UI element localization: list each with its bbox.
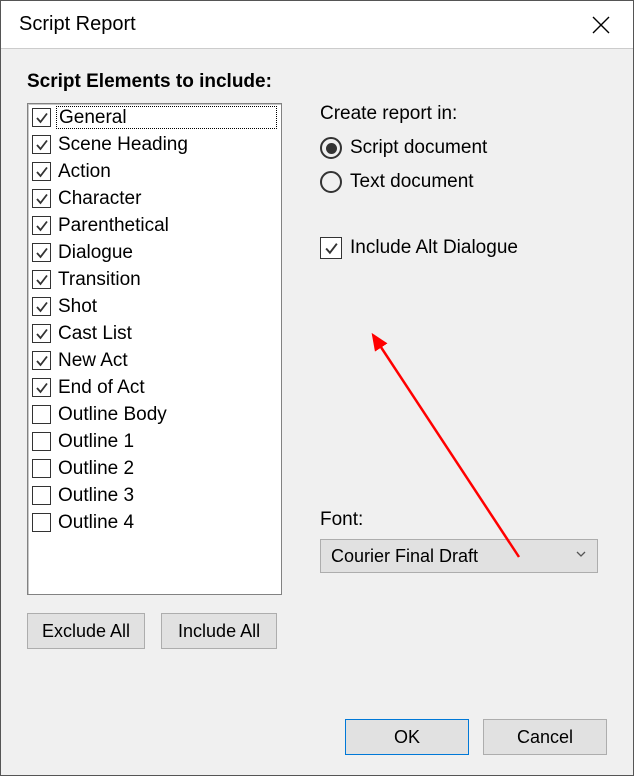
list-item[interactable]: End of Act	[28, 374, 281, 401]
list-item-label: General	[56, 106, 277, 129]
radio-option[interactable]: Text document	[320, 171, 607, 193]
list-item[interactable]: Parenthetical	[28, 212, 281, 239]
list-item-checkbox[interactable]	[32, 513, 51, 532]
radio-label: Script document	[350, 137, 487, 159]
list-item[interactable]: Scene Heading	[28, 131, 281, 158]
list-item[interactable]: Outline 1	[28, 428, 281, 455]
list-item-label: Scene Heading	[56, 134, 277, 155]
list-item-label: Cast List	[56, 323, 277, 344]
list-item-checkbox[interactable]	[32, 108, 51, 127]
dialog-window: Script Report Script Elements to include…	[0, 0, 634, 776]
list-item[interactable]: Dialogue	[28, 239, 281, 266]
font-selected-value: Courier Final Draft	[331, 546, 478, 567]
list-item[interactable]: Transition	[28, 266, 281, 293]
list-item-label: Outline 1	[56, 431, 277, 452]
ok-button[interactable]: OK	[345, 719, 469, 755]
list-item-label: Dialogue	[56, 242, 277, 263]
list-item[interactable]: Action	[28, 158, 281, 185]
list-item-checkbox[interactable]	[32, 270, 51, 289]
list-item-checkbox[interactable]	[32, 459, 51, 478]
list-item-checkbox[interactable]	[32, 486, 51, 505]
list-item-label: New Act	[56, 350, 277, 371]
include-alt-label: Include Alt Dialogue	[350, 237, 518, 259]
footer-buttons: OK Cancel	[345, 719, 607, 755]
list-item[interactable]: Outline 4	[28, 509, 281, 536]
left-column: General Scene Heading Action Character Paren…	[27, 103, 282, 649]
list-item-checkbox[interactable]	[32, 189, 51, 208]
report-format-heading: Create report in:	[320, 103, 607, 125]
list-item-checkbox[interactable]	[32, 135, 51, 154]
close-button[interactable]	[583, 7, 619, 43]
close-icon	[592, 16, 610, 34]
list-item-label: Character	[56, 188, 277, 209]
list-item-checkbox[interactable]	[32, 405, 51, 424]
include-alt-row[interactable]: Include Alt Dialogue	[320, 237, 607, 259]
window-title: Script Report	[19, 13, 136, 36]
cancel-button[interactable]: Cancel	[483, 719, 607, 755]
list-item-checkbox[interactable]	[32, 432, 51, 451]
list-item-label: End of Act	[56, 377, 277, 398]
list-item-checkbox[interactable]	[32, 162, 51, 181]
dialog-content: Script Elements to include: General Scene…	[1, 49, 633, 775]
list-item[interactable]: Outline Body	[28, 401, 281, 428]
list-item-checkbox[interactable]	[32, 243, 51, 262]
list-item[interactable]: General	[28, 104, 281, 131]
radio-option[interactable]: Script document	[320, 137, 607, 159]
exclude-all-button[interactable]: Exclude All	[27, 613, 145, 649]
list-item-label: Action	[56, 161, 277, 182]
list-item-checkbox[interactable]	[32, 378, 51, 397]
list-item-checkbox[interactable]	[32, 297, 51, 316]
font-label: Font:	[320, 509, 607, 531]
list-item[interactable]: Cast List	[28, 320, 281, 347]
include-all-button[interactable]: Include All	[161, 613, 277, 649]
font-combobox[interactable]: Courier Final Draft	[320, 539, 598, 573]
list-item-label: Transition	[56, 269, 277, 290]
radio-button[interactable]	[320, 171, 342, 193]
list-item-checkbox[interactable]	[32, 351, 51, 370]
list-item-checkbox[interactable]	[32, 216, 51, 235]
right-column: Create report in: Script document Text do…	[320, 103, 607, 649]
elements-heading: Script Elements to include:	[27, 71, 607, 93]
list-item-label: Parenthetical	[56, 215, 277, 236]
list-item-label: Outline Body	[56, 404, 277, 425]
list-item-label: Shot	[56, 296, 277, 317]
list-item-label: Outline 4	[56, 512, 277, 533]
list-item-label: Outline 3	[56, 485, 277, 506]
elements-listbox[interactable]: General Scene Heading Action Character Paren…	[27, 103, 282, 595]
list-item-checkbox[interactable]	[32, 324, 51, 343]
include-alt-checkbox[interactable]	[320, 237, 342, 259]
list-item[interactable]: Character	[28, 185, 281, 212]
list-item[interactable]: New Act	[28, 347, 281, 374]
list-item[interactable]: Shot	[28, 293, 281, 320]
chevron-down-icon	[575, 547, 587, 565]
titlebar: Script Report	[1, 1, 633, 49]
radio-button[interactable]	[320, 137, 342, 159]
list-item[interactable]: Outline 2	[28, 455, 281, 482]
radio-label: Text document	[350, 171, 474, 193]
list-item[interactable]: Outline 3	[28, 482, 281, 509]
list-item-label: Outline 2	[56, 458, 277, 479]
